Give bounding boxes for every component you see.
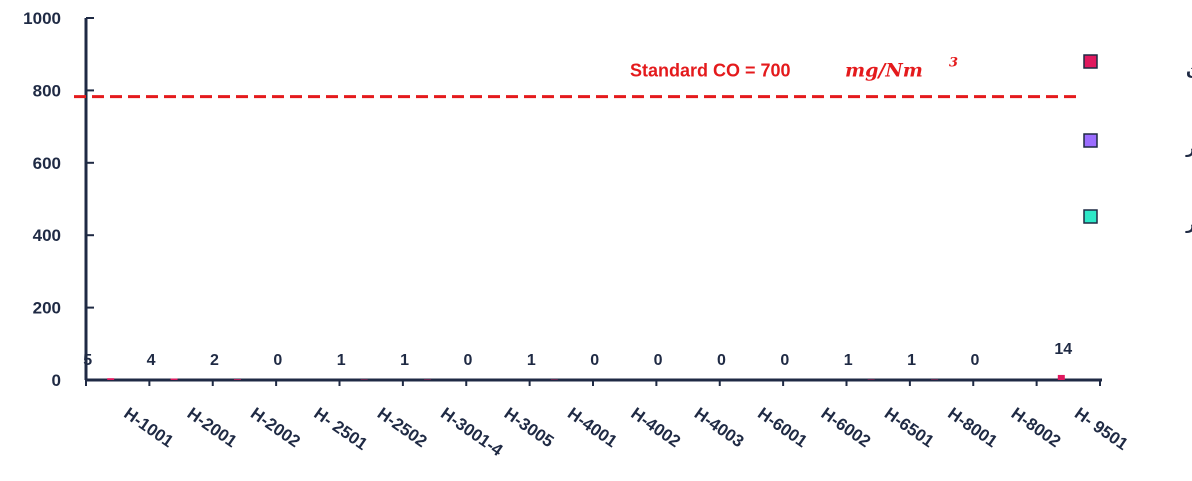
x-category-label: H-4001 [564,404,621,452]
bars [107,374,1065,380]
x-category-label: H-8001 [944,404,1001,452]
x-category-label: H-4003 [691,404,748,452]
bar [1057,374,1065,380]
x-axis-ticks: H-1001 H-2001 H-2002 H- 2501 H-2502 H-3001-4H… [85,380,1131,461]
data-label: 2 [210,352,219,369]
standard-reference: Standard CO = 700 mg/Nm 3 [74,56,1078,99]
data-label: 0 [273,352,282,369]
bar [233,379,241,380]
legend-swatch [1083,54,1098,69]
x-category-label: H-8002 [1008,404,1065,452]
x-category-label: H- 9501 [1071,404,1131,454]
bar [170,378,178,380]
x-category-label: H-6001 [754,404,811,452]
legend-swatch [1083,209,1098,224]
data-label: 1 [844,352,853,369]
axes [84,18,1102,382]
data-label: 4 [147,352,156,369]
legend-label: شهریور [1185,214,1192,233]
data-label: 0 [780,352,789,369]
x-category-label: H-4002 [627,404,684,452]
data-label: 0 [970,352,979,369]
data-label: 0 [463,352,472,369]
x-category-label: H-3001-4 [437,404,506,461]
x-category-label: H-3005 [501,404,558,452]
y-tick-label: 1000 [23,9,61,28]
y-tick-label: 800 [33,81,61,100]
standard-unit-superscript: 3 [949,56,958,71]
data-label: 0 [654,352,663,369]
legend-label: فروردین [1186,59,1192,78]
x-category-label: H-6501 [881,404,938,452]
y-tick-label: 0 [52,371,61,390]
legend: فروردین تیر شهریور [1083,54,1192,233]
y-tick-label: 400 [33,226,61,245]
x-category-label: H-2502 [374,404,431,452]
x-category-label: H-6002 [818,404,875,452]
y-tick-label: 200 [33,299,61,318]
x-category-label: H-2001 [184,404,241,452]
data-label: 1 [527,352,536,369]
data-label: 1 [400,352,409,369]
x-category-label: H-2002 [247,404,304,452]
data-label: 5 [83,352,92,369]
data-label: 14 [1054,341,1072,358]
legend-swatch [1083,133,1098,148]
standard-unit: mg/Nm [845,60,923,82]
data-label: 0 [717,352,726,369]
legend-label: تیر [1185,138,1192,157]
bar [107,378,115,380]
data-labels: 5 4 2 0 1 1 0 1 0 0 0 0 1 1 0 14 [83,341,1072,369]
data-label: 1 [337,352,346,369]
standard-label: Standard CO = 700 [630,61,791,81]
x-category-label: H- 2501 [311,404,371,454]
data-label: 0 [590,352,599,369]
x-category-label: H-1001 [120,404,177,452]
data-label: 1 [907,352,916,369]
y-axis-ticks: 0 200 400 600 800 1000 [23,9,94,390]
y-tick-label: 600 [33,154,61,173]
